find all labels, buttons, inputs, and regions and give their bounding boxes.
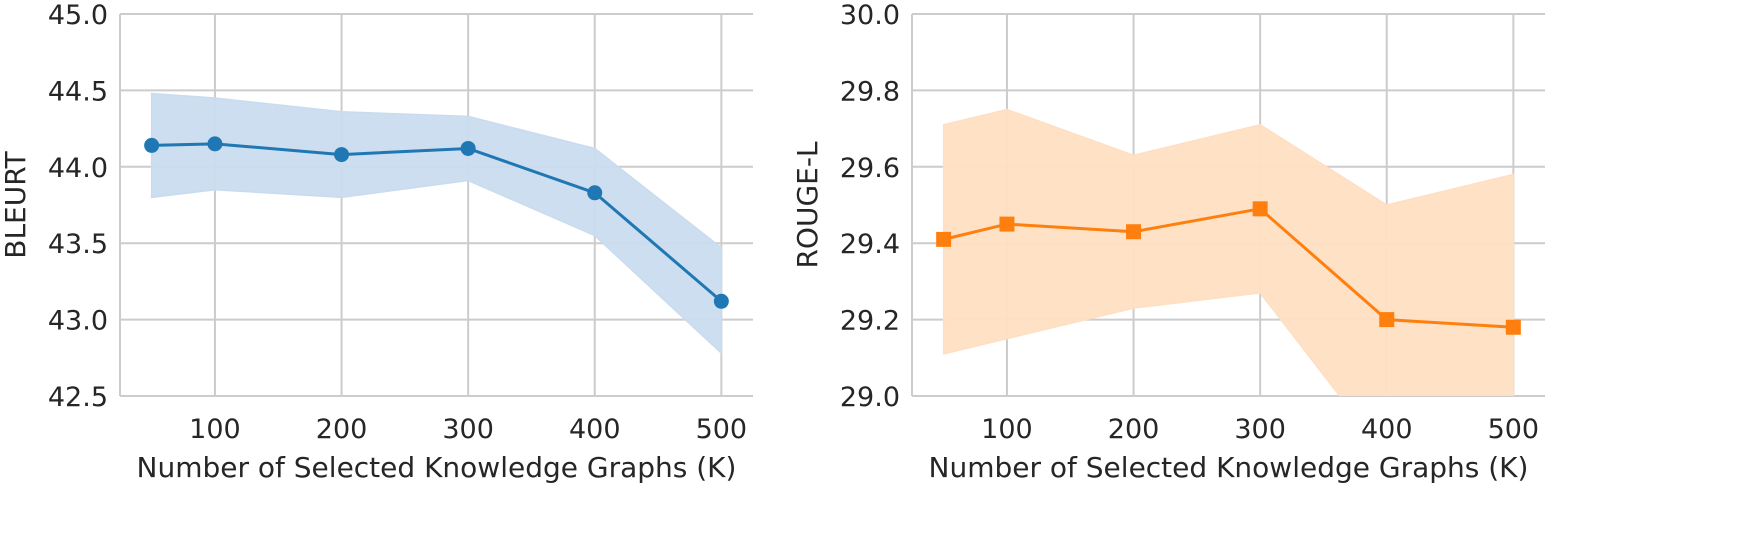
rouge-l-confidence-band <box>942 108 1515 396</box>
bleurt-data-point <box>207 136 223 152</box>
rouge-l-x-tick-label: 300 <box>1234 414 1286 445</box>
bleurt-x-tick-label: 300 <box>442 414 494 445</box>
rouge-l-y-tick-label: 29.0 <box>840 382 900 413</box>
bleurt-y-axis-label: BLEURT <box>0 150 32 258</box>
rouge-l-data-point <box>1379 312 1395 328</box>
rouge-l-y-tick-label: 29.4 <box>840 229 900 260</box>
rouge-l-data-point <box>1252 201 1268 217</box>
rouge-l-y-tick-label: 30.0 <box>840 0 900 31</box>
rouge-l-data-point <box>999 216 1015 232</box>
bleurt-confidence-band <box>150 92 723 355</box>
bleurt-panel: 42.5 43.0 43.5 44.0 44.5 45.0 100 200 300 400 500 B… <box>0 0 753 484</box>
rouge-l-panel: 29.0 29.2 29.4 29.6 29.8 30.0 100 200 300 400 500 R… <box>791 0 1545 484</box>
bleurt-data-point <box>713 293 729 309</box>
bleurt-x-tick-label: 100 <box>189 414 241 445</box>
bleurt-data-point <box>587 185 603 201</box>
bleurt-y-tick-label: 43.5 <box>48 229 108 260</box>
bleurt-data-point <box>144 137 160 153</box>
bleurt-x-tick-label: 500 <box>696 414 748 445</box>
bleurt-series-line <box>151 142 723 303</box>
bleurt-y-tick-label: 42.5 <box>48 382 108 413</box>
bleurt-x-tick-label: 400 <box>569 414 621 445</box>
rouge-l-y-tick-label: 29.8 <box>840 76 900 107</box>
rouge-l-y-axis-label: ROUGE-L <box>791 141 824 268</box>
rouge-l-x-tick-label: 400 <box>1361 414 1413 445</box>
bleurt-data-point <box>460 140 476 156</box>
bleurt-x-axis-label: Number of Selected Knowledge Graphs (K) <box>137 451 737 484</box>
rouge-l-x-tick-label: 200 <box>1108 414 1160 445</box>
bleurt-y-tick-label: 45.0 <box>48 0 108 31</box>
rouge-l-x-tick-label: 100 <box>981 414 1033 445</box>
bleurt-y-tick-label: 44.5 <box>48 76 108 107</box>
bleurt-y-tick-label: 44.0 <box>48 153 108 184</box>
bleurt-series <box>150 92 723 355</box>
rouge-l-y-tick-label: 29.6 <box>840 153 900 184</box>
bleurt-y-tick-label: 43.0 <box>48 306 108 337</box>
rouge-l-series <box>942 108 1515 396</box>
rouge-l-x-axis-label: Number of Selected Knowledge Graphs (K) <box>929 451 1529 484</box>
rouge-l-data-point <box>1505 319 1521 335</box>
rouge-l-y-tick-label: 29.2 <box>840 306 900 337</box>
bleurt-data-point <box>334 147 350 163</box>
rouge-l-x-tick-label: 500 <box>1488 414 1540 445</box>
rouge-l-series-line <box>943 207 1514 329</box>
rouge-l-data-point <box>1126 224 1142 240</box>
rouge-l-data-point <box>936 231 952 247</box>
bleurt-x-tick-label: 200 <box>316 414 368 445</box>
